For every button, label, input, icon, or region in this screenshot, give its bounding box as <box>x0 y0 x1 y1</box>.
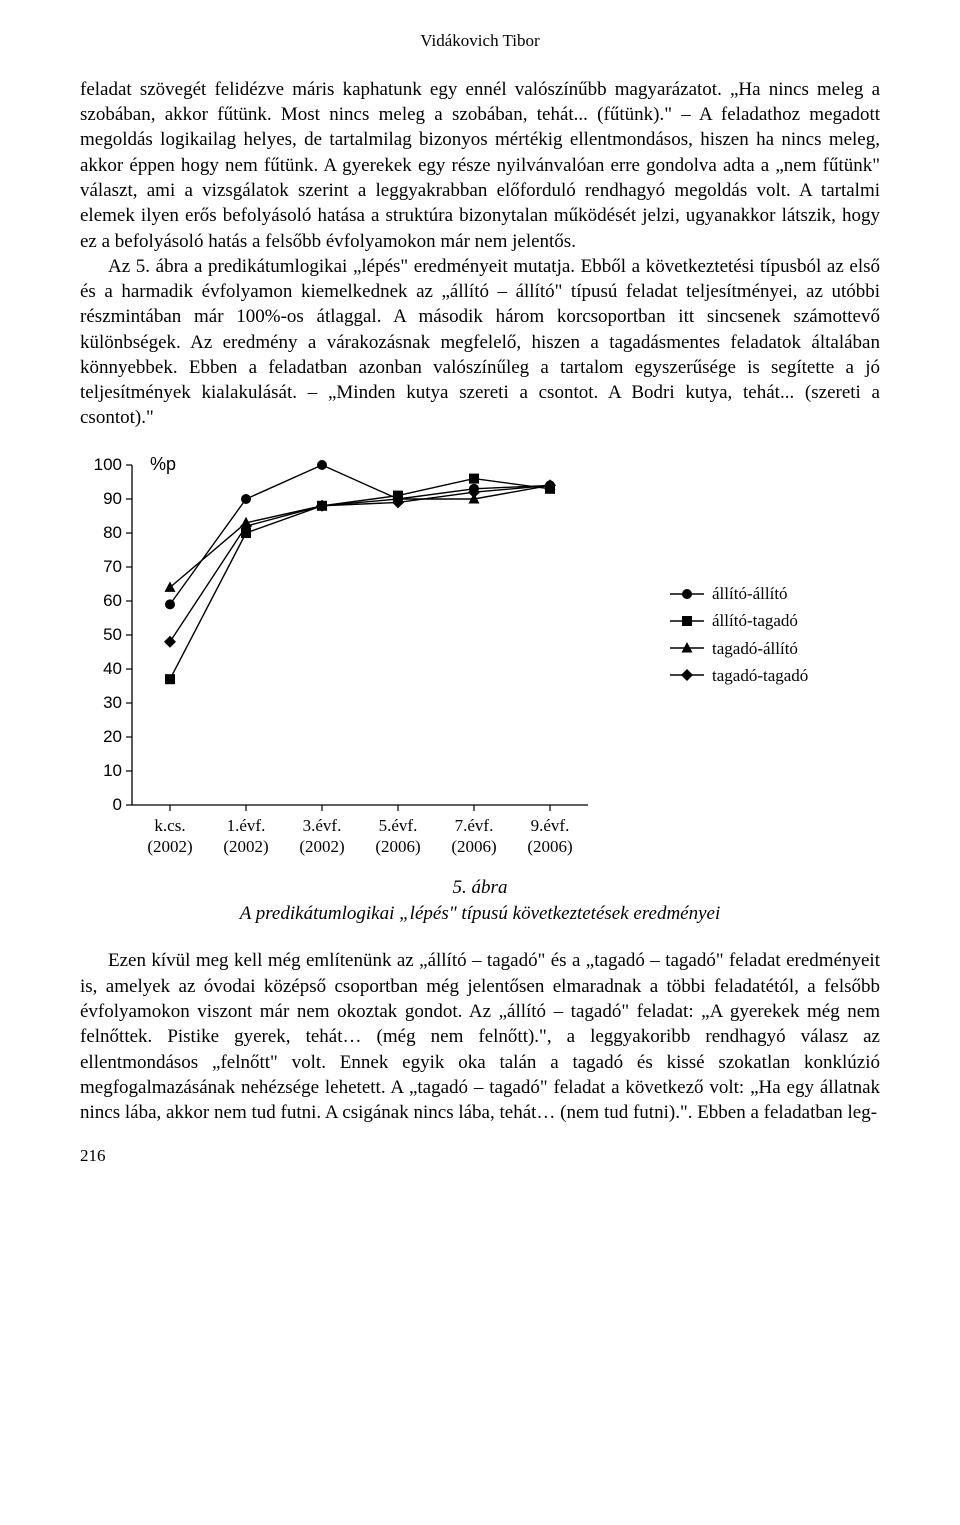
x-axis-category: k.cs.(2002) <box>132 815 208 858</box>
x-axis-category: 5.évf.(2006) <box>360 815 436 858</box>
legend-label: tagadó-tagadó <box>712 662 808 689</box>
x-axis-category: 9.évf.(2006) <box>512 815 588 858</box>
legend-label: állító-tagadó <box>712 607 798 634</box>
x-axis-category: 3.évf.(2002) <box>284 815 360 858</box>
legend-label: tagadó-állító <box>712 635 798 662</box>
svg-text:50: 50 <box>103 625 122 644</box>
x-axis-category: 7.évf.(2006) <box>436 815 512 858</box>
svg-text:%p: %p <box>150 455 176 474</box>
svg-text:20: 20 <box>103 727 122 746</box>
figure-caption-text: A predikátumlogikai „lépés" típusú követ… <box>80 901 880 927</box>
svg-text:30: 30 <box>103 693 122 712</box>
svg-text:100: 100 <box>94 455 122 474</box>
figure-number: 5. ábra <box>80 875 880 901</box>
chart-x-axis-labels: k.cs.(2002)1.évf.(2002)3.évf.(2002)5.évf… <box>132 815 588 858</box>
line-chart: 0 10 20 30 40 50 60 70 80 90 100 %p <box>80 455 600 815</box>
paragraph-2: Az 5. ábra a predikátumlogikai „lépés" e… <box>80 254 880 431</box>
legend-item: tagadó-állító <box>670 635 808 662</box>
svg-text:60: 60 <box>103 591 122 610</box>
author-header: Vidákovich Tibor <box>80 30 880 53</box>
chart-figure: 0 10 20 30 40 50 60 70 80 90 100 %p állító-állítóál… <box>80 455 880 858</box>
body-text-block-2: Ezen kívül meg kell még említenünk az „á… <box>80 948 880 1125</box>
legend-item: állító-állító <box>670 580 808 607</box>
legend-label: állító-állító <box>712 580 788 607</box>
paragraph-3: Ezen kívül meg kell még említenünk az „á… <box>80 948 880 1125</box>
paragraph-1: feladat szövegét felidézve máris kaphatu… <box>80 77 880 254</box>
svg-text:90: 90 <box>103 489 122 508</box>
body-text-block-1: feladat szövegét felidézve máris kaphatu… <box>80 77 880 431</box>
legend-item: állító-tagadó <box>670 607 808 634</box>
svg-text:80: 80 <box>103 523 122 542</box>
svg-text:40: 40 <box>103 659 122 678</box>
svg-text:0: 0 <box>113 795 122 814</box>
page-number: 216 <box>80 1145 880 1168</box>
chart-legend: állító-állítóállító-tagadótagadó-állítót… <box>670 580 808 689</box>
legend-item: tagadó-tagadó <box>670 662 808 689</box>
figure-caption: 5. ábra A predikátumlogikai „lépés" típu… <box>80 875 880 926</box>
svg-text:70: 70 <box>103 557 122 576</box>
x-axis-category: 1.évf.(2002) <box>208 815 284 858</box>
svg-text:10: 10 <box>103 761 122 780</box>
